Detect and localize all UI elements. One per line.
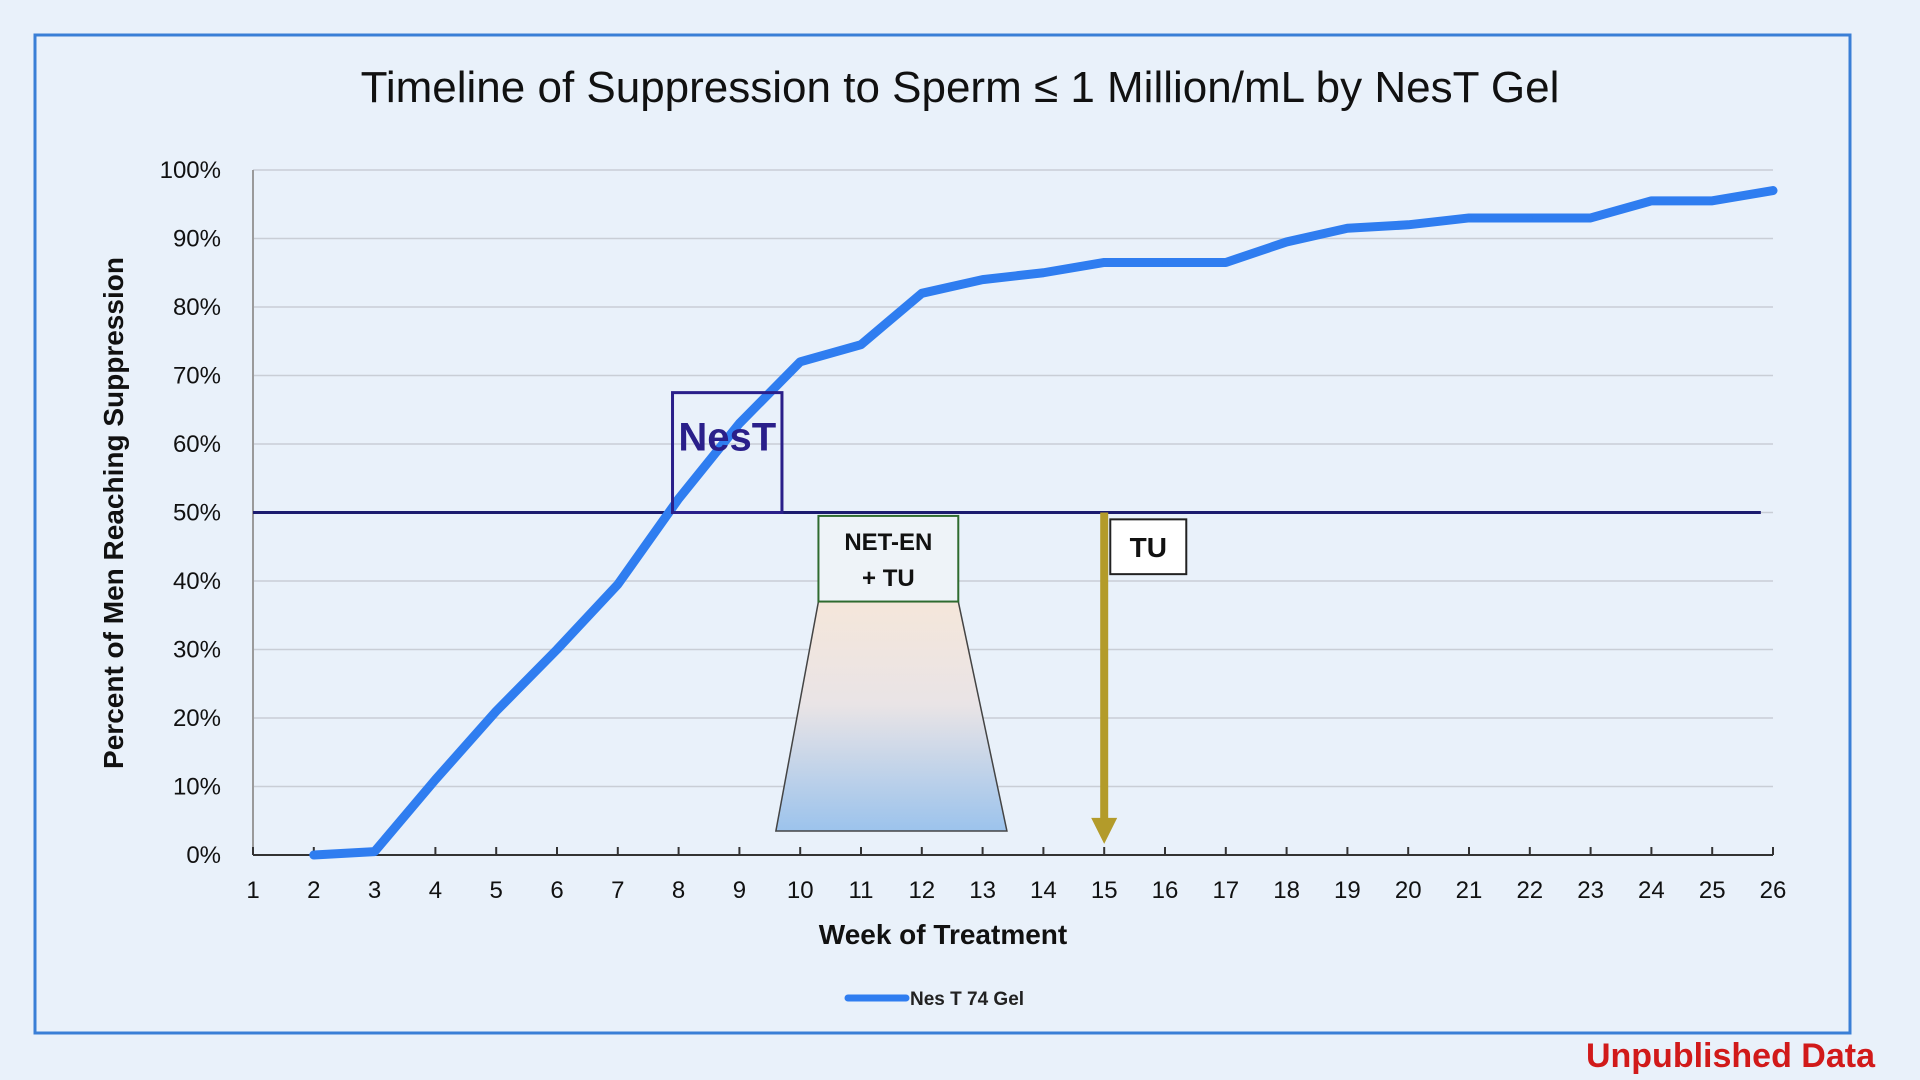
data-point <box>614 581 621 588</box>
x-tick-label: 26 <box>1760 877 1787 904</box>
y-axis-label: Percent of Men Reaching Suppression <box>98 257 129 769</box>
x-tick-label: 10 <box>787 877 814 904</box>
net-en-trapezoid <box>774 600 1008 832</box>
data-point <box>1587 214 1594 221</box>
y-tick-label: 40% <box>173 568 221 595</box>
data-point <box>371 848 378 855</box>
x-tick-label: 6 <box>550 877 563 904</box>
x-tick-label: 19 <box>1334 877 1361 904</box>
x-tick-label: 25 <box>1699 877 1726 904</box>
data-point <box>310 852 317 858</box>
data-point <box>1648 197 1655 204</box>
x-axis-ticks <box>252 847 1774 855</box>
x-tick-label: 11 <box>849 877 874 904</box>
x-tick-label: 24 <box>1638 877 1665 904</box>
data-point <box>736 420 743 427</box>
data-point <box>1526 214 1533 221</box>
x-tick-label: 21 <box>1456 877 1483 904</box>
y-tick-label: 50% <box>173 500 221 527</box>
data-point <box>1709 197 1716 204</box>
gridlines <box>253 169 1773 788</box>
data-point <box>918 290 925 297</box>
net-en-label: + TU <box>862 565 915 592</box>
x-tick-label: 3 <box>368 877 381 904</box>
x-tick-label: 9 <box>733 877 746 904</box>
nest-annotation: NesT <box>671 391 784 514</box>
x-tick-label: 8 <box>672 877 685 904</box>
y-tick-labels: 0% 10% 20% 30% 40% 50% 60% 70% 80% 90% 100% <box>160 157 221 869</box>
data-point <box>797 358 804 365</box>
legend-label: Nes T 74 Gel <box>910 989 1024 1010</box>
tu-label: TU <box>1130 532 1167 563</box>
y-tick-label: 60% <box>173 431 221 458</box>
x-tick-label: 23 <box>1577 877 1604 904</box>
x-tick-label: 18 <box>1273 877 1300 904</box>
data-point <box>979 276 986 283</box>
data-point <box>1466 214 1472 221</box>
x-tick-label: 17 <box>1212 877 1239 904</box>
data-point <box>675 495 682 502</box>
x-tick-label: 2 <box>307 877 320 904</box>
data-point <box>1405 221 1412 228</box>
y-tick-label: 10% <box>173 774 221 801</box>
net-en-box <box>817 514 960 603</box>
chart-title: Timeline of Suppression to Sperm ≤ 1 Mil… <box>361 63 1560 112</box>
annotations: NET-EN + TU TU <box>253 511 1761 844</box>
chart-frame <box>33 33 1852 1035</box>
data-point <box>432 776 439 783</box>
data-point <box>1040 269 1047 276</box>
series-layer <box>309 186 1778 860</box>
y-tick-label: 0% <box>186 842 221 869</box>
x-tick-label: 4 <box>429 877 442 904</box>
x-tick-label: 12 <box>908 877 935 904</box>
data-point <box>1283 238 1290 245</box>
x-tick-label: 13 <box>969 877 996 904</box>
series-line <box>309 186 1778 860</box>
x-tick-label: 7 <box>611 877 624 904</box>
unpublished-note: Unpublished Data <box>1586 1037 1876 1075</box>
y-tick-label: 70% <box>173 363 221 390</box>
y-tick-label: 20% <box>173 705 221 732</box>
data-point <box>1101 259 1108 266</box>
legend: Nes T 74 Gel <box>844 989 1024 1010</box>
tu-arrow-head <box>1091 817 1118 844</box>
x-tick-label: 5 <box>490 877 503 904</box>
x-tick-label: 22 <box>1516 877 1543 904</box>
nest-label: NesT <box>678 416 776 460</box>
x-tick-labels: 1 2 3 4 5 6 7 8 9 10 11 12 13 14 15 16 17 18 19 20 21 22 23 24 2… <box>246 877 1786 904</box>
data-point <box>1344 225 1351 232</box>
y-tick-label: 100% <box>160 157 221 184</box>
data-point <box>554 646 560 653</box>
x-tick-label: 16 <box>1152 877 1179 904</box>
tu-box <box>1109 518 1188 576</box>
y-tick-label: 80% <box>173 294 221 321</box>
data-point <box>858 341 864 348</box>
data-point <box>1222 259 1229 266</box>
data-point <box>1770 187 1776 194</box>
nest-box <box>671 391 784 514</box>
data-point <box>493 708 500 715</box>
y-tick-label: 30% <box>173 637 221 664</box>
x-tick-label: 14 <box>1030 877 1057 904</box>
x-tick-label: 1 <box>246 877 259 904</box>
y-tick-label: 90% <box>173 226 221 253</box>
x-tick-label: 15 <box>1091 877 1118 904</box>
data-point <box>1162 259 1168 266</box>
x-axis-label: Week of Treatment <box>819 919 1067 950</box>
net-en-label: NET-EN <box>844 529 932 556</box>
x-tick-label: 20 <box>1395 877 1422 904</box>
